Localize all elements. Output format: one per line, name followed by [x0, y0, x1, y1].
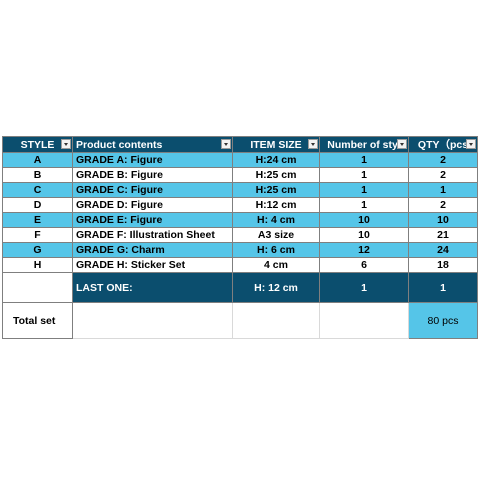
header-row: STYLE Product contents ITEM SIZE Number … [2, 136, 478, 153]
total-label[interactable]: Total set [2, 302, 73, 339]
table-cell-styles[interactable]: 10 [319, 212, 409, 228]
table-cell-styles[interactable]: 10 [319, 227, 409, 243]
table-cell-contents[interactable]: GRADE F: Illustration Sheet [72, 227, 233, 243]
filter-dropdown-icon[interactable] [221, 139, 231, 149]
table-cell-qty[interactable]: 2 [408, 197, 478, 213]
table-cell-size[interactable]: A3 size [232, 227, 320, 243]
table-cell-size[interactable]: H: 12 cm [232, 272, 320, 303]
table-cell-contents[interactable]: GRADE A: Figure [72, 152, 233, 168]
table-cell-styles[interactable]: 6 [319, 257, 409, 273]
table-cell-style[interactable]: G [2, 242, 73, 258]
table-cell-contents[interactable]: GRADE B: Figure [72, 167, 233, 183]
table-row: B GRADE B: Figure H:25 cm 1 2 [2, 167, 478, 183]
table-cell-empty[interactable] [319, 302, 409, 339]
table-cell-styles[interactable]: 1 [319, 272, 409, 303]
table-cell-style[interactable]: C [2, 182, 73, 198]
table-cell-style[interactable]: B [2, 167, 73, 183]
table-cell-qty[interactable]: 1 [408, 182, 478, 198]
last-one-row: LAST ONE: H: 12 cm 1 1 [2, 272, 478, 303]
table-cell-style[interactable]: F [2, 227, 73, 243]
filter-dropdown-icon[interactable] [61, 139, 71, 149]
table-row: E GRADE E: Figure H: 4 cm 10 10 [2, 212, 478, 228]
table-row: A GRADE A: Figure H:24 cm 1 2 [2, 152, 478, 168]
table-cell-contents[interactable]: GRADE D: Figure [72, 197, 233, 213]
table-cell-contents[interactable]: GRADE H: Sticker Set [72, 257, 233, 273]
filter-dropdown-icon[interactable] [466, 139, 476, 149]
total-value[interactable]: 80 pcs [408, 302, 478, 339]
table-cell-empty[interactable] [232, 302, 320, 339]
table-cell-empty[interactable] [72, 302, 233, 339]
table-cell-size[interactable]: 4 cm [232, 257, 320, 273]
table-row: D GRADE D: Figure H:12 cm 1 2 [2, 197, 478, 213]
table-cell-qty[interactable]: 2 [408, 152, 478, 168]
table-cell-style[interactable]: D [2, 197, 73, 213]
table-row: F GRADE F: Illustration Sheet A3 size 10 21 [2, 227, 478, 243]
filter-dropdown-icon[interactable] [308, 139, 318, 149]
table-cell-qty[interactable]: 2 [408, 167, 478, 183]
table-cell-qty[interactable]: 24 [408, 242, 478, 258]
table-row: C GRADE C: Figure H:25 cm 1 1 [2, 182, 478, 198]
table-cell-qty[interactable]: 1 [408, 272, 478, 303]
table-cell-size[interactable]: H:25 cm [232, 182, 320, 198]
table-cell-size[interactable]: H:25 cm [232, 167, 320, 183]
table-row: G GRADE G: Charm H: 6 cm 12 24 [2, 242, 478, 258]
table-row: H GRADE H: Sticker Set 4 cm 6 18 [2, 257, 478, 273]
table-cell-size[interactable]: H:12 cm [232, 197, 320, 213]
filter-dropdown-icon[interactable] [397, 139, 407, 149]
table-cell-contents[interactable]: GRADE G: Charm [72, 242, 233, 258]
table-cell-styles[interactable]: 12 [319, 242, 409, 258]
table-cell-contents[interactable]: GRADE E: Figure [72, 212, 233, 228]
table-cell-style[interactable] [2, 272, 73, 303]
total-row: Total set 80 pcs [2, 302, 478, 339]
header-qty[interactable]: QTY（pcs [408, 136, 478, 153]
header-style[interactable]: STYLE [2, 136, 73, 153]
header-item-size[interactable]: ITEM SIZE [232, 136, 320, 153]
table-cell-styles[interactable]: 1 [319, 197, 409, 213]
spreadsheet: STYLE Product contents ITEM SIZE Number … [2, 136, 478, 339]
table-cell-contents[interactable]: GRADE C: Figure [72, 182, 233, 198]
header-number-of-styles[interactable]: Number of styl [319, 136, 409, 153]
table-cell-style[interactable]: E [2, 212, 73, 228]
table-cell-style[interactable]: H [2, 257, 73, 273]
table-cell-qty[interactable]: 21 [408, 227, 478, 243]
table-cell-styles[interactable]: 1 [319, 167, 409, 183]
table-cell-qty[interactable]: 10 [408, 212, 478, 228]
table-cell-styles[interactable]: 1 [319, 152, 409, 168]
header-product-contents[interactable]: Product contents [72, 136, 233, 153]
product-table: STYLE Product contents ITEM SIZE Number … [2, 136, 478, 339]
table-cell-qty[interactable]: 18 [408, 257, 478, 273]
table-cell-size[interactable]: H: 4 cm [232, 212, 320, 228]
table-cell-size[interactable]: H: 6 cm [232, 242, 320, 258]
table-cell-size[interactable]: H:24 cm [232, 152, 320, 168]
table-cell-style[interactable]: A [2, 152, 73, 168]
table-cell-contents[interactable]: LAST ONE: [72, 272, 233, 303]
table-cell-styles[interactable]: 1 [319, 182, 409, 198]
